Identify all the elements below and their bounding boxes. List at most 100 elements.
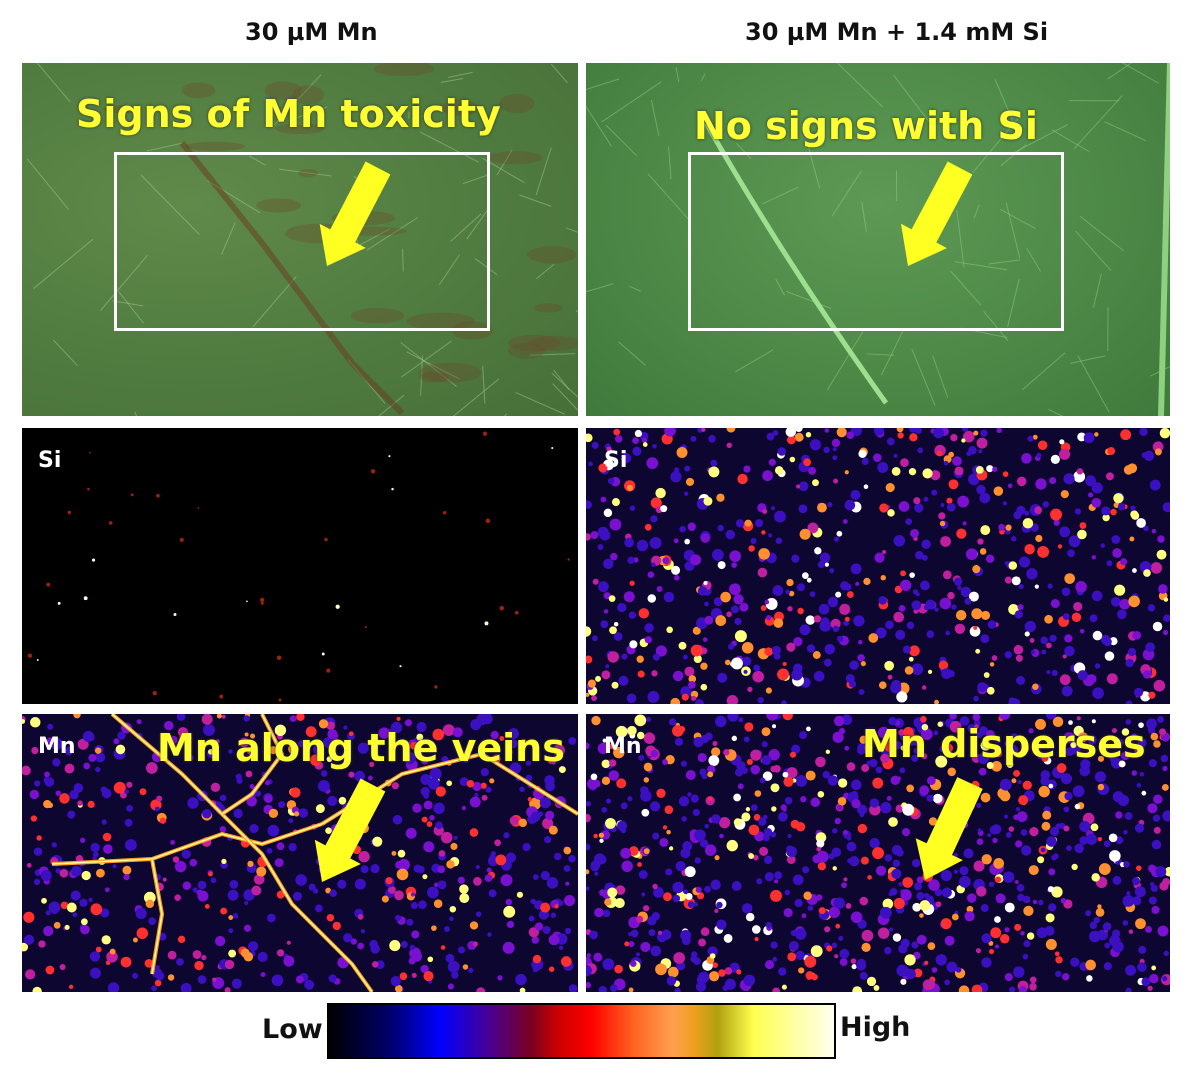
hotspot <box>703 581 708 586</box>
hotspot <box>697 586 708 596</box>
hotspot <box>981 957 992 968</box>
hotspot <box>1010 733 1018 741</box>
hotspot <box>154 806 160 812</box>
hotspot <box>135 907 147 920</box>
hotspot <box>704 885 712 893</box>
hotspot <box>778 967 787 976</box>
hotspot <box>928 817 938 826</box>
hotspot <box>156 795 163 802</box>
hotspot <box>805 432 812 438</box>
hotspot <box>107 982 120 992</box>
hotspot <box>641 437 648 444</box>
hotspot <box>359 823 369 834</box>
hotspot <box>1048 903 1057 912</box>
hotspot <box>228 949 237 958</box>
hotspot <box>1032 434 1038 440</box>
hotspot <box>694 829 706 841</box>
hotspot <box>704 601 709 607</box>
hotspot <box>921 685 927 690</box>
hotspot <box>823 658 832 667</box>
hotspot <box>851 799 861 809</box>
hotspot <box>1163 597 1169 602</box>
hotspot <box>462 964 469 970</box>
hotspot <box>833 897 846 909</box>
hotspot <box>47 802 53 809</box>
hotspot <box>503 832 510 839</box>
hotspot <box>1017 604 1024 611</box>
necrotic-spot <box>292 85 324 105</box>
hotspot <box>977 682 988 692</box>
hotspot <box>838 727 846 735</box>
hotspot <box>729 583 741 596</box>
hotspot <box>736 969 742 975</box>
hotspot <box>944 935 955 946</box>
hotspot <box>949 714 957 720</box>
hotspot <box>1096 772 1106 781</box>
hotspot <box>901 828 911 837</box>
hotspot <box>877 726 890 739</box>
hotspot <box>867 875 872 880</box>
hotspot <box>611 681 619 689</box>
hotspot <box>204 904 210 909</box>
hotspot <box>707 946 718 957</box>
hotspot <box>295 975 304 984</box>
leaf-vein <box>601 81 662 123</box>
hotspot <box>358 851 370 863</box>
hotspot <box>1159 428 1170 439</box>
leaf-vein <box>650 99 660 137</box>
hotspot <box>704 844 717 856</box>
hotspot <box>1018 583 1024 590</box>
hotspot <box>673 538 679 544</box>
hotspot <box>899 579 912 592</box>
hotspot <box>980 634 990 644</box>
hotspot <box>934 607 939 612</box>
hotspot <box>923 496 929 502</box>
hotspot <box>893 611 904 623</box>
hotspot <box>1027 435 1034 442</box>
hotspot <box>586 433 593 443</box>
hotspot <box>239 737 249 748</box>
hotspot <box>201 714 213 725</box>
hotspot <box>388 455 391 458</box>
hotspot <box>1152 814 1161 822</box>
hotspot <box>742 903 753 914</box>
hotspot <box>1151 905 1160 915</box>
hotspot <box>878 596 887 605</box>
hotspot <box>1160 754 1169 763</box>
hotspot <box>803 891 812 900</box>
hotspot <box>949 735 957 743</box>
hotspot <box>900 978 907 985</box>
leaf-vein <box>448 71 473 78</box>
hotspot <box>923 604 930 611</box>
hotspot <box>1134 823 1145 833</box>
hotspot <box>335 604 340 609</box>
hotspot <box>635 952 641 957</box>
hotspot <box>531 936 540 944</box>
hotspot <box>999 790 1011 802</box>
leaf-vein <box>618 341 647 366</box>
hotspot <box>1004 973 1013 982</box>
hotspot <box>1062 654 1067 659</box>
hotspot <box>1085 959 1096 971</box>
hotspot <box>913 740 920 746</box>
hotspot <box>1085 910 1092 917</box>
hotspot <box>795 822 806 832</box>
hotspot <box>690 794 699 803</box>
hotspot <box>1122 894 1135 907</box>
necrotic-spot <box>350 307 404 324</box>
hotspot <box>329 889 337 897</box>
hotspot <box>693 654 702 664</box>
hotspot <box>912 902 922 912</box>
hotspot <box>1110 508 1117 516</box>
hotspot <box>481 714 493 725</box>
hotspot <box>945 630 951 636</box>
hotspot <box>605 664 610 669</box>
leaf-vein <box>474 258 498 276</box>
hotspot <box>977 828 982 833</box>
hotspot <box>992 837 998 844</box>
hotspot <box>1040 636 1048 645</box>
hotspot <box>880 801 892 814</box>
hotspot <box>92 851 99 858</box>
hotspot <box>613 747 625 759</box>
hotspot <box>1004 651 1012 659</box>
